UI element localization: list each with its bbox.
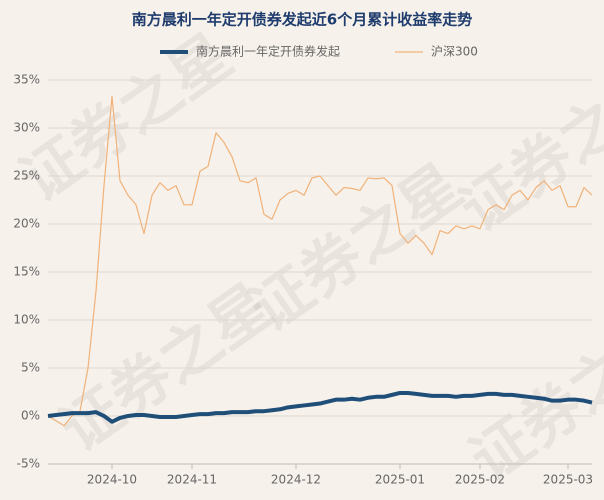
series-line	[47, 95, 593, 427]
x-tick-label: 2025-03	[543, 473, 593, 487]
y-tick-label: -5%	[17, 457, 40, 471]
y-tick-label: 30%	[13, 121, 40, 135]
y-tick-label: 10%	[13, 313, 40, 327]
x-tick-label: 2024-11	[167, 473, 217, 487]
x-tick-label: 2025-02	[455, 473, 505, 487]
chart-title: 南方晨利一年定开债券发起近6个月累计收益率走势	[132, 11, 472, 29]
x-tick-label: 2024-12	[271, 473, 321, 487]
y-tick-label: 35%	[13, 73, 40, 87]
x-tick-label: 2025-01	[375, 473, 425, 487]
y-tick-label: 15%	[13, 265, 40, 279]
legend-label: 沪深300	[431, 45, 478, 59]
y-tick-label: 20%	[13, 217, 40, 231]
y-tick-label: 25%	[13, 169, 40, 183]
legend-label: 南方晨利一年定开债券发起	[196, 44, 340, 59]
y-tick-label: 0%	[21, 409, 40, 423]
x-tick-label: 2024-10	[87, 473, 137, 487]
y-tick-label: 5%	[21, 361, 40, 375]
series-line	[47, 390, 593, 424]
